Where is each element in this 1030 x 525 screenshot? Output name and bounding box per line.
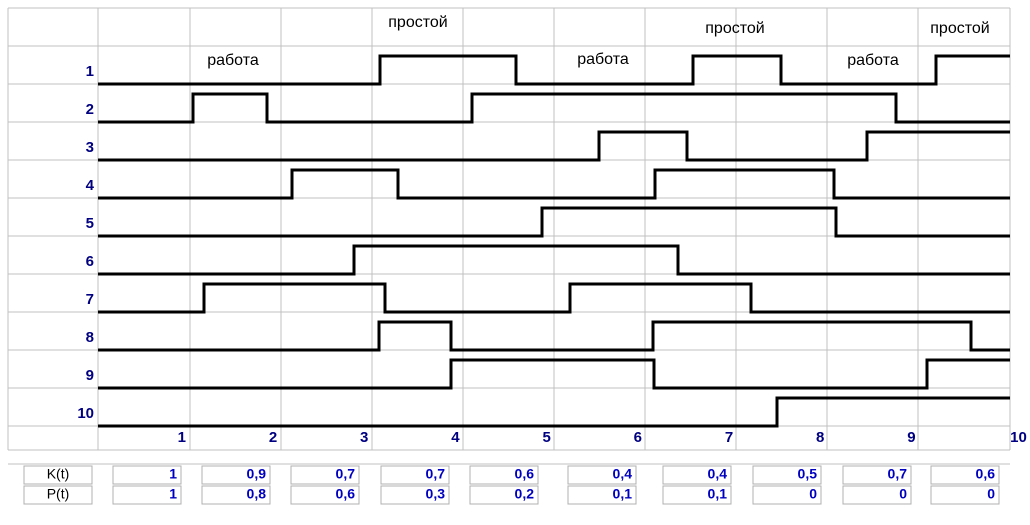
row-label: 2 [86,101,94,118]
table-value: 0,5 [798,466,818,482]
signal-line [98,92,1010,124]
annotation: работа [847,52,899,69]
table-cell [201,465,271,485]
table-cell [752,465,822,485]
table-cell [380,485,450,505]
annotation: простой [930,20,989,37]
signal-line [98,54,1010,86]
row-label: 6 [86,253,94,270]
row-label: 5 [86,215,94,232]
table-cell [930,485,1000,505]
table-cell [662,465,732,485]
table-cell [23,465,93,485]
axis-label: 6 [634,429,642,446]
table-cell [469,485,539,505]
axis-label: 10 [1010,429,1027,446]
table-value: 0,6 [515,466,535,482]
signal-line [98,244,1010,276]
table-cell [112,485,182,505]
row-label: 4 [86,177,95,194]
signal-line [98,320,1010,352]
axis-label: 1 [178,429,186,446]
table-cell [290,485,360,505]
annotation: простой [705,20,764,37]
signal-line [98,282,1010,314]
axis-label: 8 [816,429,824,446]
row-label: 9 [86,367,94,384]
table-cell [290,465,360,485]
table-value: 0,4 [708,466,728,482]
row-label: 7 [86,291,94,308]
row-label: 3 [86,139,94,156]
axis-label: 4 [451,429,460,446]
axis-label: 7 [725,429,733,446]
table-cell [112,465,182,485]
row-label: 10 [77,405,94,422]
table-cell [842,485,912,505]
table-cell [930,465,1000,485]
axis-label: 5 [542,429,550,446]
table-cell [201,485,271,505]
axis-label: 2 [269,429,277,446]
table-value: 0,6 [336,486,356,502]
table-value: 0,9 [247,466,267,482]
table-value: 0,4 [613,466,633,482]
table-cell [842,465,912,485]
annotation: работа [207,52,259,69]
table-value: 1 [169,486,177,502]
signal-line [98,168,1010,200]
table-value: 0,3 [426,486,446,502]
table-row-label: P(t) [47,486,70,502]
table-cell [469,465,539,485]
table-cell [662,485,732,505]
table-value: 0,7 [426,466,446,482]
axis-label: 3 [360,429,368,446]
row-label: 8 [86,329,94,346]
table-value: 0,6 [976,466,996,482]
table-cell [567,485,637,505]
annotation: простой [388,14,447,31]
table-value: 0,7 [888,466,908,482]
annotation: работа [577,51,629,68]
table-cell [380,465,450,485]
table-cell [23,485,93,505]
table-cell [752,485,822,505]
table-value: 1 [169,466,177,482]
table-row-label: K(t) [47,466,70,482]
table-value: 0,8 [247,486,267,502]
signal-line [98,358,1010,390]
table-value: 0,1 [708,486,728,502]
table-value: 0 [987,486,995,502]
table-value: 0 [809,486,817,502]
row-label: 1 [86,63,94,80]
table-cell [567,465,637,485]
table-value: 0 [899,486,907,502]
axis-label: 9 [907,429,915,446]
signal-line [98,130,1010,162]
table-value: 0,7 [336,466,356,482]
signal-line [98,396,1010,428]
table-value: 0,1 [613,486,633,502]
table-value: 0,2 [515,486,535,502]
signal-line [98,206,1010,238]
